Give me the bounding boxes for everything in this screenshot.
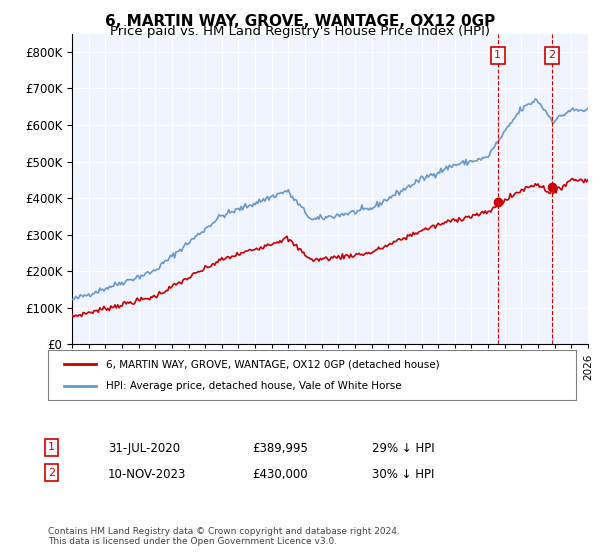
Text: 6, MARTIN WAY, GROVE, WANTAGE, OX12 0GP (detached house): 6, MARTIN WAY, GROVE, WANTAGE, OX12 0GP … <box>106 359 440 369</box>
Text: 29% ↓ HPI: 29% ↓ HPI <box>372 442 434 455</box>
Text: 10-NOV-2023: 10-NOV-2023 <box>108 468 187 480</box>
Text: 31-JUL-2020: 31-JUL-2020 <box>108 442 180 455</box>
Text: 2: 2 <box>48 468 55 478</box>
Text: 30% ↓ HPI: 30% ↓ HPI <box>372 468 434 480</box>
Text: 1: 1 <box>494 50 502 60</box>
Text: 6, MARTIN WAY, GROVE, WANTAGE, OX12 0GP: 6, MARTIN WAY, GROVE, WANTAGE, OX12 0GP <box>105 14 495 29</box>
Text: Price paid vs. HM Land Registry's House Price Index (HPI): Price paid vs. HM Land Registry's House … <box>110 25 490 38</box>
Text: £430,000: £430,000 <box>252 468 308 480</box>
Text: £389,995: £389,995 <box>252 442 308 455</box>
Text: Contains HM Land Registry data © Crown copyright and database right 2024.
This d: Contains HM Land Registry data © Crown c… <box>48 526 400 546</box>
Text: HPI: Average price, detached house, Vale of White Horse: HPI: Average price, detached house, Vale… <box>106 381 402 391</box>
Text: 1: 1 <box>48 442 55 452</box>
Text: 2: 2 <box>548 50 556 60</box>
